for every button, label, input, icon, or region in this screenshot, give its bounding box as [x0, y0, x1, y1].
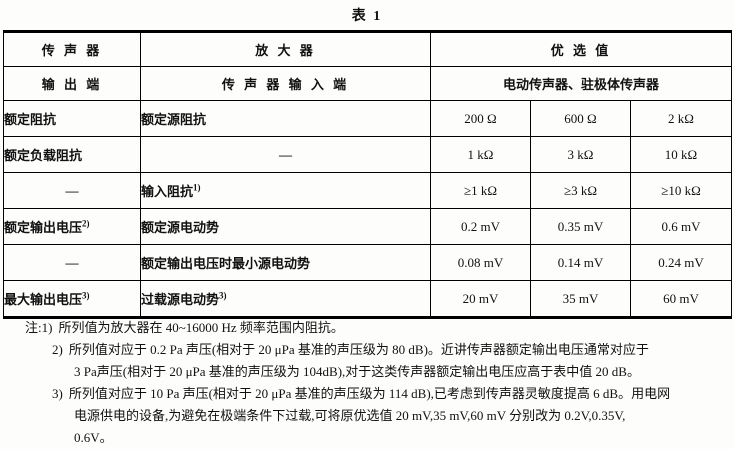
note-text: 电源供电的设备,为避免在极端条件下过载,可将原优选值 20 mV,35 mV,6… — [74, 408, 626, 423]
param-cell: — — [3, 244, 141, 281]
table-title: 表 1 — [351, 9, 383, 24]
note-text: 0.6V。 — [74, 430, 113, 445]
header-preferred-values: 优 选 值 — [429, 31, 733, 67]
value-cell: 0.14 mV — [530, 244, 631, 281]
note-number: 3) — [52, 386, 63, 401]
footnotes: 注:1) 所列值为放大器在 40~16000 Hz 频率范围内阻抗。 2) 所列值对… — [0, 317, 734, 449]
header-mic-types: 电动传声器、驻极体传声器 — [429, 66, 733, 101]
note-line: 注:1) 所列值为放大器在 40~16000 Hz 频率范围内阻抗。 — [25, 317, 734, 339]
header-microphone: 传 声 器 — [3, 31, 141, 67]
amp-cell: 过载源电动势3) — [140, 280, 431, 318]
value-cell: 0.08 mV — [430, 244, 531, 281]
amp-label: 额定源阻抗 — [141, 112, 207, 127]
note-line: 0.6V。 — [74, 427, 734, 449]
value-cell: 0.6 mV — [629, 208, 733, 245]
param-label: 最大输出电压 — [4, 292, 83, 307]
note-text: 所列值对应于 0.2 Pa 声压(相对于 20 μPa 基准的声压级为 80 d… — [68, 342, 649, 357]
preferred-values-table: 传 声 器 放 大 器 优 选 值 输 出 端 传 声 器 输 入 端 电动传声… — [3, 30, 733, 319]
note-ref: 3) — [219, 290, 227, 301]
param-label: — — [65, 182, 79, 198]
value-cell: 35 mV — [530, 280, 631, 318]
notes-label: 注: — [25, 320, 42, 335]
table-row: 额定阻抗 额定源阻抗 200 Ω 600 Ω 2 kΩ — [3, 100, 733, 137]
note-number: 1) — [41, 320, 53, 335]
param-cell: — — [3, 172, 141, 209]
value-cell: 3 kΩ — [530, 136, 631, 173]
table-row: 最大输出电压3) 过载源电动势3) 20 mV 35 mV 60 mV — [3, 280, 733, 318]
amp-cell: 额定输出电压时最小源电动势 — [140, 244, 431, 281]
value-cell: 2 kΩ — [629, 100, 733, 137]
value-cell: 0.35 mV — [530, 208, 631, 245]
param-cell: 额定负载阻抗 — [3, 136, 141, 173]
table-header-row-1: 传 声 器 放 大 器 优 选 值 — [3, 31, 733, 67]
note-number: 2) — [52, 342, 63, 357]
amp-label: 额定源电动势 — [141, 220, 220, 235]
note-line: 2) 所列值对应于 0.2 Pa 声压(相对于 20 μPa 基准的声压级为 80… — [52, 339, 734, 361]
note-ref: 2) — [82, 218, 90, 229]
note-line: 电源供电的设备,为避免在极端条件下过载,可将原优选值 20 mV,35 mV,6… — [74, 405, 734, 427]
value-cell: 60 mV — [629, 280, 733, 318]
amp-cell: 额定源阻抗 — [140, 100, 431, 137]
header-mic-input-terminal: 传 声 器 输 入 端 — [140, 66, 431, 101]
value-cell: ≥10 kΩ — [629, 172, 733, 209]
amp-cell: 输入阻抗1) — [140, 172, 431, 209]
param-cell: 最大输出电压3) — [3, 280, 141, 318]
amp-label: 过载源电动势 — [141, 292, 220, 307]
table-row: — 额定输出电压时最小源电动势 0.08 mV 0.14 mV 0.24 mV — [3, 244, 733, 281]
amp-label: 输入阻抗 — [141, 184, 194, 199]
table-header-row-2: 输 出 端 传 声 器 输 入 端 电动传声器、驻极体传声器 — [3, 66, 733, 101]
param-label: 额定阻抗 — [4, 112, 57, 127]
value-cell: 20 mV — [430, 280, 531, 318]
param-label: 额定输出电压 — [4, 220, 83, 235]
note-ref: 1) — [193, 182, 201, 193]
note-text: 所列值为放大器在 40~16000 Hz 频率范围内阻抗。 — [58, 320, 344, 335]
value-cell: 0.2 mV — [430, 208, 531, 245]
value-cell: 10 kΩ — [629, 136, 733, 173]
table-row: 额定负载阻抗 — 1 kΩ 3 kΩ 10 kΩ — [3, 136, 733, 173]
param-cell: 额定输出电压2) — [3, 208, 141, 245]
amp-cell: — — [140, 136, 431, 173]
table-row: — 输入阻抗1) ≥1 kΩ ≥3 kΩ ≥10 kΩ — [3, 172, 733, 209]
value-cell: ≥3 kΩ — [530, 172, 631, 209]
amp-cell: 额定源电动势 — [140, 208, 431, 245]
table-row: 额定输出电压2) 额定源电动势 0.2 mV 0.35 mV 0.6 mV — [3, 208, 733, 245]
note-line: 3 Pa声压(相对于 20 μPa 基准的声压级为 104dB),对于这类传声器… — [74, 361, 734, 383]
amp-label: 额定输出电压时最小源电动势 — [141, 256, 311, 271]
param-label: — — [65, 254, 79, 270]
header-output-terminal: 输 出 端 — [3, 66, 141, 101]
amp-label: — — [279, 146, 292, 162]
note-text: 所列值对应于 10 Pa 声压(相对于 20 μPa 基准的声压级为 114 d… — [68, 386, 671, 401]
value-cell: 1 kΩ — [430, 136, 531, 173]
param-label: 额定负载阻抗 — [4, 148, 83, 163]
header-amplifier: 放 大 器 — [140, 31, 431, 67]
param-cell: 额定阻抗 — [3, 100, 141, 137]
value-cell: 600 Ω — [530, 100, 631, 137]
note-line: 3) 所列值对应于 10 Pa 声压(相对于 20 μPa 基准的声压级为 114… — [52, 383, 734, 405]
note-text: 3 Pa声压(相对于 20 μPa 基准的声压级为 104dB),对于这类传声器… — [74, 364, 640, 379]
note-marker: 注:1) — [25, 320, 52, 335]
value-cell: ≥1 kΩ — [430, 172, 531, 209]
value-cell: 0.24 mV — [629, 244, 733, 281]
value-cell: 200 Ω — [430, 100, 531, 137]
note-ref: 3) — [82, 290, 90, 301]
